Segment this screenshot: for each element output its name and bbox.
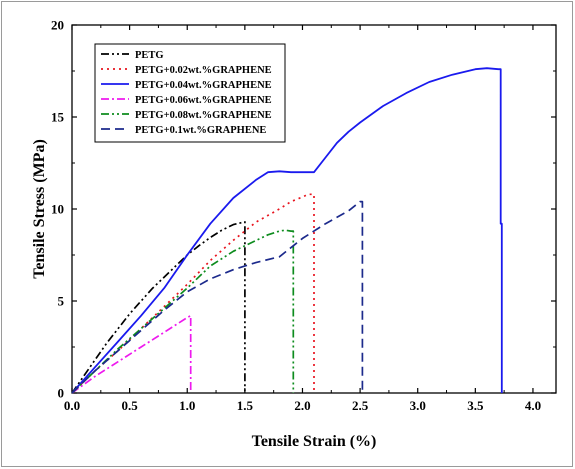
- legend-label-5: PETG+0.08wt.%GRAPHENE: [135, 110, 272, 121]
- x-tick-label: 3.5: [467, 398, 484, 413]
- x-tick-label: 1.5: [237, 398, 254, 413]
- x-tick-label: 0.0: [64, 398, 80, 413]
- legend-label-6: PETG+0.1wt.%GRAPHENE: [135, 125, 266, 136]
- y-axis-label: Tensile Stress (MPa): [31, 139, 48, 279]
- series-line-5: [71, 229, 295, 394]
- y-tick-label: 20: [51, 18, 64, 33]
- x-tick-label: 1.0: [179, 398, 195, 413]
- series-line-3: [71, 67, 503, 394]
- legend-box: [94, 43, 286, 143]
- x-tick-label: 2.0: [294, 398, 310, 413]
- legend-label-1: PETG: [135, 50, 164, 61]
- legend-label-4: PETG+0.06wt.%GRAPHENE: [135, 95, 272, 106]
- series-line-6: [71, 200, 364, 394]
- y-tick-label: 5: [58, 294, 65, 309]
- series-line-4: [71, 314, 192, 394]
- x-tick-label: 2.5: [352, 398, 369, 413]
- y-tick-label: 10: [51, 202, 64, 217]
- y-tick-label: 15: [51, 110, 65, 125]
- series-line-2: [71, 193, 315, 394]
- x-axis-label: Tensile Strain (%): [252, 433, 377, 450]
- legend-label-3: PETG+0.04wt.%GRAPHENE: [135, 80, 272, 91]
- legend-label-2: PETG+0.02wt.%GRAPHENE: [135, 65, 272, 76]
- y-tick-label: 0: [58, 386, 65, 401]
- x-tick-label: 0.5: [121, 398, 138, 413]
- x-tick-label: 4.0: [525, 398, 541, 413]
- series-line-1: [71, 221, 246, 394]
- x-tick-label: 3.0: [410, 398, 426, 413]
